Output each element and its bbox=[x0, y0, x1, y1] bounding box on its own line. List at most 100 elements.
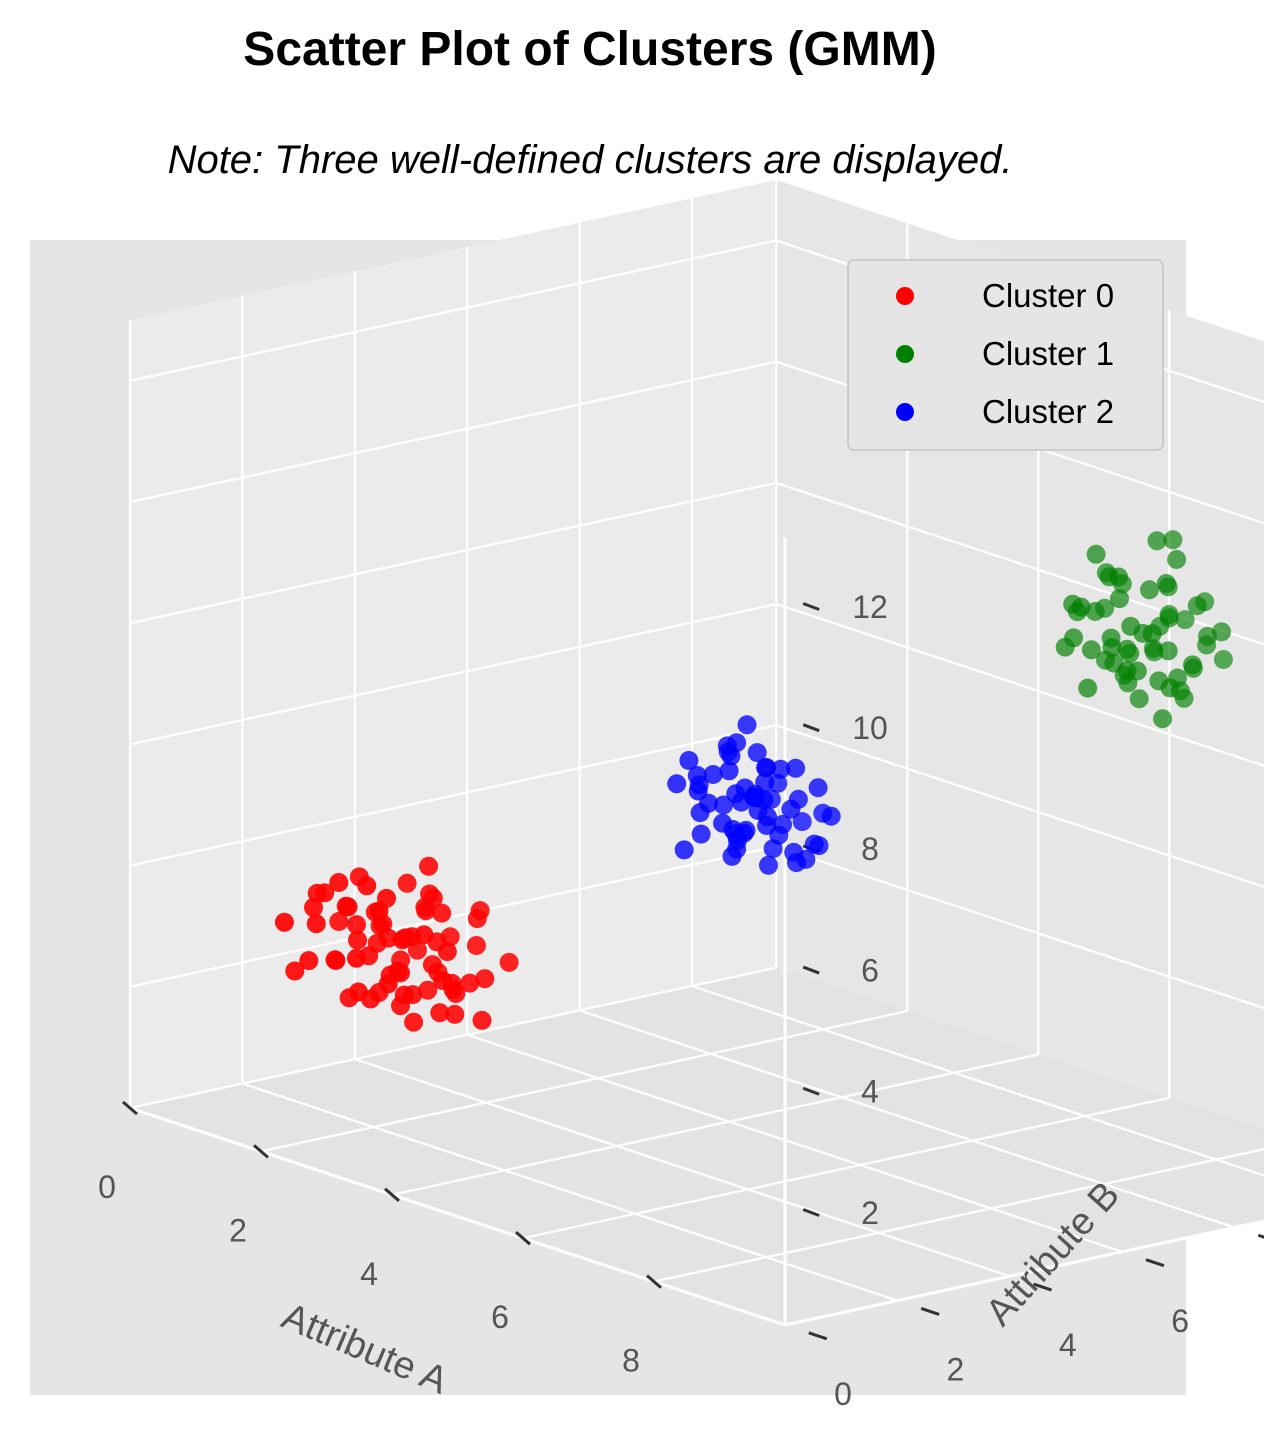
point-cluster-1-36 bbox=[1110, 589, 1129, 609]
point-cluster-0-18 bbox=[433, 971, 453, 990]
point-cluster-0-32 bbox=[437, 942, 457, 962]
point-cluster-1-46 bbox=[1156, 574, 1176, 593]
y-tick-mark-2 bbox=[920, 1307, 940, 1316]
point-cluster-1-49 bbox=[1102, 638, 1122, 658]
point-cluster-2-10 bbox=[717, 736, 737, 756]
grid-x-floor bbox=[129, 966, 777, 1110]
grid-y-floor bbox=[466, 1033, 1123, 1253]
point-cluster-0-62 bbox=[391, 963, 410, 983]
data-points bbox=[274, 530, 1233, 1032]
point-cluster-0-64 bbox=[432, 903, 452, 923]
point-cluster-1-20 bbox=[1064, 628, 1084, 648]
y-tick-mark-8 bbox=[1257, 1233, 1264, 1239]
grid-z-back bbox=[775, 724, 1264, 889]
point-cluster-0-37 bbox=[475, 969, 495, 989]
point-cluster-1-40 bbox=[1086, 544, 1106, 564]
grid-y-floor bbox=[242, 1082, 898, 1302]
x-tick-mark-4 bbox=[384, 1187, 400, 1202]
grid-z-left bbox=[129, 239, 777, 382]
legend: Cluster 0 Cluster 1 Cluster 2 bbox=[847, 259, 1164, 451]
grid-z-back bbox=[775, 845, 1264, 1010]
y-tick-mark-4 bbox=[1033, 1282, 1053, 1292]
grid-z-left bbox=[129, 603, 777, 746]
point-cluster-0-56 bbox=[347, 915, 366, 935]
point-cluster-2-43 bbox=[786, 758, 806, 778]
point-cluster-0-43 bbox=[306, 914, 326, 934]
point-cluster-1-1 bbox=[1121, 616, 1141, 636]
z-tick-mark-6 bbox=[802, 965, 820, 975]
point-cluster-2-24 bbox=[763, 839, 783, 859]
point-cluster-2-19 bbox=[703, 765, 723, 784]
point-cluster-1-45 bbox=[1081, 640, 1101, 660]
z-tick-label-8: 8 bbox=[861, 831, 879, 867]
grid-x-floor bbox=[653, 1148, 1264, 1283]
y-tick-mark-0 bbox=[808, 1331, 828, 1341]
grid-x-floor bbox=[522, 1096, 1170, 1240]
point-cluster-1-15 bbox=[1167, 550, 1187, 569]
point-cluster-2-9 bbox=[773, 815, 792, 834]
point-cluster-0-8 bbox=[460, 973, 480, 993]
point-cluster-2-46 bbox=[745, 788, 765, 808]
point-cluster-2-35 bbox=[755, 772, 775, 792]
point-cluster-1-33 bbox=[1147, 531, 1167, 551]
y-tick-label-4: 4 bbox=[1059, 1327, 1077, 1363]
point-cluster-0-58 bbox=[418, 980, 438, 1000]
point-cluster-0-21 bbox=[394, 985, 414, 1005]
point-cluster-2-18 bbox=[804, 834, 824, 854]
point-cluster-0-66 bbox=[274, 912, 294, 932]
point-cluster-1-47 bbox=[1144, 642, 1164, 662]
point-cluster-0-42 bbox=[472, 1010, 492, 1030]
point-cluster-2-6 bbox=[781, 799, 801, 819]
point-cluster-0-0 bbox=[348, 930, 367, 950]
point-cluster-2-37 bbox=[821, 806, 841, 826]
legend-label-cluster-2: Cluster 2 bbox=[982, 393, 1114, 430]
x-tick-mark-2 bbox=[253, 1144, 269, 1159]
legend-box bbox=[847, 259, 1164, 451]
point-cluster-0-34 bbox=[422, 955, 442, 975]
point-cluster-2-8 bbox=[687, 766, 707, 785]
point-cluster-0-20 bbox=[299, 951, 319, 971]
point-cluster-2-13 bbox=[771, 759, 791, 779]
chart-subtitle: Note: Three well-defined clusters are di… bbox=[167, 138, 1013, 182]
grid-z-back bbox=[775, 481, 1264, 646]
z-tick-label-10: 10 bbox=[852, 710, 888, 746]
grid-z-left bbox=[129, 481, 777, 625]
point-cluster-1-14 bbox=[1142, 624, 1162, 644]
point-cluster-1-55 bbox=[1120, 643, 1140, 663]
point-cluster-0-52 bbox=[338, 897, 358, 917]
point-cluster-0-61 bbox=[348, 982, 368, 1002]
x-tick-label-4: 4 bbox=[360, 1256, 378, 1292]
legend-label-cluster-1: Cluster 1 bbox=[982, 335, 1114, 372]
grid-y-floor bbox=[691, 984, 1264, 1177]
point-cluster-2-34 bbox=[737, 715, 757, 735]
z-tick-label-4: 4 bbox=[861, 1074, 879, 1110]
point-cluster-0-50 bbox=[285, 961, 305, 981]
point-cluster-0-31 bbox=[419, 856, 439, 876]
point-cluster-0-38 bbox=[347, 948, 366, 968]
grid-z-back bbox=[775, 603, 1264, 767]
grid-z-left bbox=[129, 724, 777, 867]
y-tick-label-2: 2 bbox=[947, 1352, 965, 1388]
x-axis-line bbox=[129, 1106, 786, 1327]
point-cluster-0-9 bbox=[329, 873, 349, 892]
point-cluster-0-3 bbox=[395, 928, 415, 948]
point-cluster-0-25 bbox=[378, 928, 398, 948]
point-cluster-0-7 bbox=[326, 951, 346, 970]
point-cluster-0-19 bbox=[420, 884, 440, 904]
point-cluster-0-40 bbox=[377, 888, 396, 908]
legend-marker-cluster-2 bbox=[896, 403, 914, 421]
point-cluster-1-24 bbox=[1117, 661, 1137, 681]
point-cluster-2-23 bbox=[756, 758, 776, 778]
point-cluster-2-47 bbox=[759, 855, 778, 875]
point-cluster-2-29 bbox=[787, 853, 806, 873]
point-cluster-1-18 bbox=[1153, 709, 1173, 729]
point-cluster-2-4 bbox=[719, 761, 739, 781]
point-cluster-1-43 bbox=[1078, 678, 1098, 698]
legend-marker-cluster-0 bbox=[896, 287, 914, 305]
point-cluster-1-22 bbox=[1212, 622, 1231, 642]
grid-z-left bbox=[129, 845, 777, 988]
point-cluster-0-13 bbox=[430, 1003, 450, 1023]
point-cluster-0-16 bbox=[466, 936, 486, 955]
x-tick-mark-6 bbox=[515, 1231, 531, 1246]
